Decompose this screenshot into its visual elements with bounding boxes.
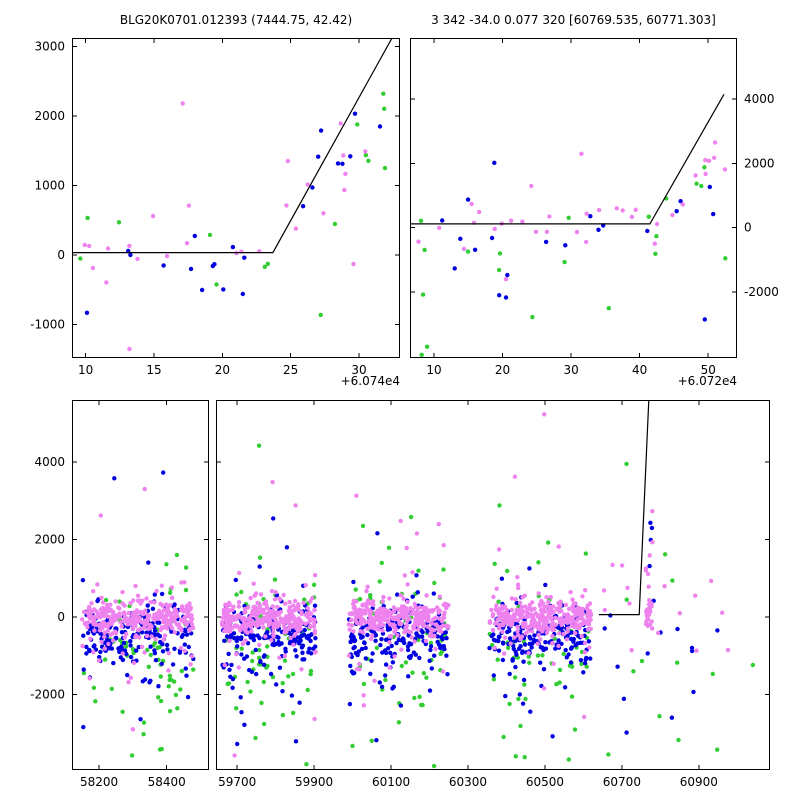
svg-text:2000: 2000 — [744, 156, 775, 170]
svg-text:20: 20 — [495, 363, 510, 377]
svg-text:1000: 1000 — [34, 178, 65, 192]
svg-text:50: 50 — [701, 363, 716, 377]
top-left-plot-title: BLG20K0701.012393 (7444.75, 42.42) — [119, 13, 353, 27]
scatter-points — [416, 140, 728, 357]
svg-text:60500: 60500 — [526, 775, 564, 789]
model-line — [598, 400, 650, 616]
svg-text:-2000: -2000 — [744, 285, 779, 299]
axis-ticks — [73, 39, 399, 357]
svg-text:3000: 3000 — [34, 39, 65, 53]
svg-text:25: 25 — [283, 363, 298, 377]
svg-text:4000: 4000 — [744, 92, 775, 106]
scatter-points — [80, 470, 196, 758]
svg-text:4000: 4000 — [34, 455, 65, 469]
axis-ticks — [411, 39, 736, 357]
svg-text:40: 40 — [632, 363, 647, 377]
plot-frame — [216, 400, 770, 770]
svg-text:59900: 59900 — [295, 775, 333, 789]
svg-text:20: 20 — [215, 363, 230, 377]
svg-text:10: 10 — [78, 363, 93, 377]
svg-text:10: 10 — [426, 363, 441, 377]
tick-labels: 59700 59900 60100 60300 60500 60700 60900 — [218, 775, 718, 789]
svg-text:59700: 59700 — [218, 775, 256, 789]
x-offset-label: +6.072e4 — [678, 374, 737, 388]
svg-text:-1000: -1000 — [30, 318, 65, 332]
svg-text:2000: 2000 — [34, 532, 65, 546]
svg-text:2000: 2000 — [34, 109, 65, 123]
svg-text:15: 15 — [146, 363, 161, 377]
svg-text:60300: 60300 — [449, 775, 487, 789]
plot-frame — [72, 400, 209, 770]
axis-ticks — [73, 401, 208, 769]
svg-text:-2000: -2000 — [30, 687, 65, 701]
tick-labels: 10 20 30 40 50 -2000 0 2000 4000 +6.072e4 — [426, 92, 779, 388]
bottom-left-svg: 58200 58400 -2000 0 2000 4000 — [30, 400, 209, 789]
top-right-plot-title: 3 342 -34.0 0.077 320 [60769.535, 60771.… — [431, 13, 716, 27]
svg-text:0: 0 — [57, 248, 65, 262]
svg-text:60900: 60900 — [680, 775, 718, 789]
top-left-plot: 10 15 20 25 30 -1000 0 1000 2000 3000 +6.074e4 — [20, 38, 412, 394]
svg-text:0: 0 — [744, 221, 752, 235]
top-left-svg: 10 15 20 25 30 -1000 0 1000 2000 3000 +6.074e4 — [30, 38, 400, 388]
x-offset-label: +6.074e4 — [341, 374, 400, 388]
bottom-right-plot: 59700 59900 60100 60300 60500 60700 60900 — [216, 400, 800, 798]
plot-frame — [72, 38, 400, 358]
svg-text:60700: 60700 — [603, 775, 641, 789]
bottom-left-plot: 58200 58400 -2000 0 2000 4000 — [20, 400, 212, 798]
bottom-right-svg: 59700 59900 60100 60300 60500 60700 60900 — [216, 400, 770, 789]
svg-text:0: 0 — [57, 610, 65, 624]
tick-labels: 58200 58400 -2000 0 2000 4000 — [30, 455, 186, 789]
svg-text:30: 30 — [563, 363, 578, 377]
svg-text:30: 30 — [351, 363, 366, 377]
plot-frame — [410, 38, 737, 358]
model-line — [410, 94, 725, 225]
top-right-svg: 10 20 30 40 50 -2000 0 2000 4000 +6.072e4 — [410, 38, 779, 388]
axis-ticks — [217, 401, 769, 769]
svg-text:60100: 60100 — [372, 775, 410, 789]
svg-text:58200: 58200 — [80, 775, 118, 789]
tick-labels: 10 15 20 25 30 -1000 0 1000 2000 3000 +6.074e4 — [30, 39, 400, 388]
svg-text:58400: 58400 — [148, 775, 186, 789]
model-line — [72, 38, 393, 254]
top-right-plot: 10 20 30 40 50 -2000 0 2000 4000 +6.072e4 — [410, 38, 800, 394]
scatter-points — [78, 91, 388, 352]
scatter-points — [219, 412, 756, 770]
